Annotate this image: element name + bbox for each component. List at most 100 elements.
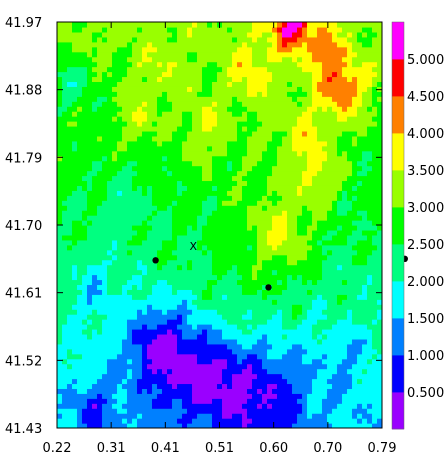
- contour-cell: [117, 363, 123, 370]
- contour-cell: [82, 418, 88, 424]
- contour-cell: [197, 249, 203, 256]
- contour-cell: [67, 358, 73, 365]
- contour-cell: [257, 225, 263, 231]
- contour-cell: [127, 239, 133, 246]
- contour-cell: [162, 175, 168, 182]
- contour-cell: [182, 116, 188, 122]
- contour-cell: [82, 46, 88, 53]
- contour-cell: [192, 36, 198, 43]
- contour-cell: [322, 36, 328, 43]
- contour-cell: [67, 225, 73, 231]
- contour-cell: [122, 363, 128, 370]
- contour-cell: [352, 398, 358, 404]
- contour-cell: [242, 423, 248, 428]
- contour-cell: [72, 403, 78, 409]
- contour-cell: [272, 314, 278, 320]
- contour-cell: [327, 160, 333, 167]
- contour-cell: [277, 254, 283, 261]
- contour-cell: [177, 378, 183, 385]
- contour-cell: [147, 51, 153, 58]
- contour-cell: [332, 195, 338, 201]
- contour-cell: [127, 81, 133, 87]
- contour-cell: [237, 373, 243, 380]
- contour-cell: [182, 86, 188, 92]
- contour-cell: [137, 314, 143, 320]
- contour-cell: [82, 175, 88, 182]
- contour-cell: [122, 220, 128, 226]
- contour-cell: [347, 249, 353, 256]
- contour-cell: [117, 41, 123, 48]
- contour-cell: [177, 328, 183, 335]
- contour-cell: [307, 348, 313, 355]
- contour-cell: [277, 91, 283, 97]
- contour-cell: [72, 116, 78, 122]
- contour-cell: [122, 190, 128, 196]
- contour-cell: [317, 393, 323, 399]
- contour-cell: [77, 51, 83, 58]
- contour-cell: [117, 56, 123, 63]
- contour-cell: [272, 418, 278, 424]
- contour-cell: [77, 81, 83, 87]
- contour-cell: [72, 46, 78, 53]
- contour-cell: [217, 180, 223, 186]
- contour-cell: [202, 299, 208, 305]
- contour-cell: [57, 31, 63, 38]
- contour-cell: [87, 418, 93, 424]
- contour-cell: [332, 373, 338, 380]
- contour-cell: [212, 76, 218, 83]
- contour-cell: [212, 269, 218, 276]
- contour-cell: [327, 205, 333, 211]
- contour-cell: [232, 116, 238, 122]
- contour-cell: [322, 215, 328, 221]
- contour-cell: [277, 373, 283, 380]
- contour-cell: [222, 220, 228, 226]
- contour-cell: [162, 259, 168, 266]
- contour-cell: [252, 259, 258, 266]
- contour-cell: [247, 378, 253, 385]
- contour-cell: [87, 190, 93, 196]
- contour-cell: [82, 91, 88, 97]
- contour-cell: [317, 284, 323, 290]
- contour-cell: [252, 180, 258, 186]
- contour-cell: [252, 279, 258, 286]
- contour-cell: [72, 229, 78, 236]
- contour-cell: [257, 125, 263, 132]
- contour-cell: [87, 254, 93, 261]
- contour-cell: [157, 140, 163, 147]
- contour-cell: [152, 388, 158, 394]
- contour-cell: [307, 56, 313, 63]
- contour-cell: [222, 254, 228, 261]
- contour-cell: [242, 348, 248, 355]
- contour-cell: [82, 215, 88, 221]
- contour-cell: [317, 215, 323, 221]
- contour-cell: [252, 418, 258, 424]
- contour-cell: [347, 304, 353, 310]
- contour-cell: [232, 185, 238, 191]
- contour-cell: [172, 215, 178, 221]
- contour-cell: [217, 170, 223, 177]
- contour-cell: [117, 423, 123, 428]
- contour-cell: [212, 36, 218, 43]
- contour-cell: [277, 106, 283, 112]
- contour-cell: [237, 96, 243, 102]
- contour-cell: [332, 383, 338, 389]
- contour-cell: [172, 190, 178, 196]
- contour-cell: [272, 175, 278, 182]
- contour-cell: [187, 51, 193, 58]
- contour-cell: [117, 175, 123, 182]
- contour-cell: [132, 96, 138, 102]
- contour-cell: [132, 393, 138, 399]
- contour-cell: [222, 170, 228, 177]
- contour-cell: [72, 225, 78, 231]
- contour-cell: [177, 185, 183, 191]
- contour-cell: [357, 299, 363, 305]
- contour-cell: [297, 304, 303, 310]
- contour-cell: [127, 383, 133, 389]
- contour-cell: [172, 368, 178, 375]
- contour-cell: [332, 111, 338, 117]
- contour-cell: [297, 309, 303, 315]
- contour-cell: [322, 31, 328, 38]
- contour-cell: [317, 26, 323, 33]
- contour-cell: [292, 348, 298, 355]
- contour-cell: [172, 393, 178, 399]
